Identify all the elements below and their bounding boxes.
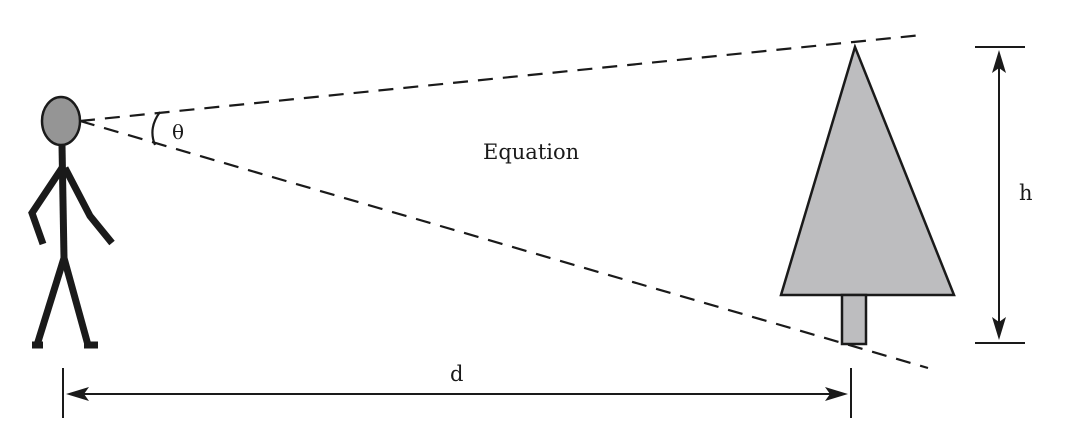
tree-icon: [779, 43, 956, 346]
distance-dimension: [62, 368, 852, 418]
stick-figure-icon: [28, 144, 115, 349]
angle-arc: [151, 111, 161, 146]
height-label: h: [1019, 181, 1033, 205]
observer-head: [40, 95, 82, 147]
equation-label: Equation: [483, 140, 579, 164]
lower-sight-line: [79, 119, 929, 370]
height-dimension: [975, 46, 1025, 344]
upper-sight-line: [79, 33, 923, 123]
distance-label: d: [450, 362, 463, 386]
angle-label: θ: [172, 120, 184, 144]
